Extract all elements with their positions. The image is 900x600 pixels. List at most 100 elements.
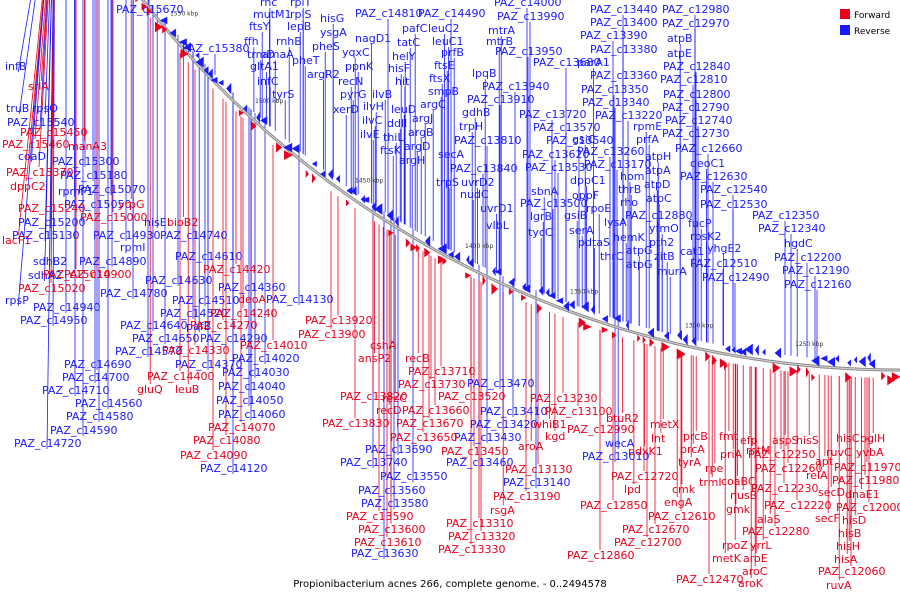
gene-label[interactable]: PAZ_c12610 xyxy=(648,510,716,523)
gene-label[interactable]: PAZ_c13820 xyxy=(340,390,408,403)
gene-label[interactable]: ruvC xyxy=(826,446,852,459)
gene-label[interactable]: argB xyxy=(408,126,434,139)
gene-label[interactable]: recD xyxy=(376,404,402,417)
gene-label[interactable]: rpmF1 xyxy=(58,185,94,198)
gene-label[interactable]: PAZ_c15460 xyxy=(2,138,70,151)
gene-label[interactable]: serA xyxy=(569,224,594,237)
gene-label[interactable]: argH xyxy=(399,154,425,167)
gene-label[interactable]: bglH xyxy=(860,432,885,445)
gene-label[interactable]: mutM1 xyxy=(253,8,292,21)
gene-label[interactable]: yfmO xyxy=(649,222,679,235)
gene-label[interactable]: PAZ_c13600 xyxy=(358,523,426,536)
gene-label[interactable]: PAZ_c13100 xyxy=(545,405,613,418)
gene-label[interactable]: trmI xyxy=(699,476,722,489)
gene-label[interactable]: recC xyxy=(382,392,407,405)
gene-label[interactable]: PAZ_c13940 xyxy=(482,80,550,93)
gene-label[interactable]: trmD xyxy=(247,48,275,61)
gene-label[interactable]: lacF1 xyxy=(2,234,31,247)
gene-label[interactable]: prcA xyxy=(680,443,705,456)
gene-label[interactable]: deoC1 xyxy=(690,157,725,170)
gene-label[interactable]: uvrD1 xyxy=(480,202,513,215)
gene-label[interactable]: PAZ_c12060 xyxy=(818,565,886,578)
gene-label[interactable]: PAZ_c13620 xyxy=(522,148,590,161)
gene-label[interactable]: lysA xyxy=(604,216,627,229)
gene-label[interactable]: argR2 xyxy=(307,68,340,81)
gene-label[interactable]: zitB xyxy=(654,250,675,263)
gene-label[interactable]: PAZ_c12660 xyxy=(675,142,743,155)
gene-label[interactable]: smpB xyxy=(428,85,459,98)
gene-label[interactable]: pyrG xyxy=(340,88,367,101)
gene-label[interactable]: mtrA xyxy=(488,24,516,37)
gene-label[interactable]: PAZ_c15020 xyxy=(18,282,86,295)
gene-label[interactable]: PAZ_c14060 xyxy=(218,408,286,421)
gene-label[interactable]: PAZ_c14940 xyxy=(33,301,101,314)
gene-label[interactable]: PAZ_c14780 xyxy=(100,287,168,300)
gene-label[interactable]: PAZ_c14130 xyxy=(266,293,334,306)
gene-label[interactable]: pafB xyxy=(186,320,211,333)
gene-label[interactable]: PAZ_c13530 xyxy=(525,161,593,174)
gene-label[interactable]: gluQ xyxy=(137,383,163,396)
gene-label[interactable]: PAZ_c13220 xyxy=(595,109,663,122)
gene-label[interactable]: PAZ_c13740 xyxy=(340,456,408,469)
gene-label[interactable]: helY xyxy=(392,50,416,63)
gene-label[interactable]: PAZ_c14070 xyxy=(208,421,276,434)
gene-label[interactable]: yqxC xyxy=(342,46,370,59)
gene-label[interactable]: PAZ_c12350 xyxy=(752,209,820,222)
gene-label[interactable]: PAZ_c13260 xyxy=(577,145,645,158)
gene-label[interactable]: prfA xyxy=(636,133,659,146)
gene-label[interactable]: PAZ_c14560 xyxy=(75,397,143,410)
gene-label[interactable]: PAZ_c14700 xyxy=(62,371,130,384)
gene-label[interactable]: PAZ_c13670 xyxy=(396,417,464,430)
gene-label[interactable]: btuR2 xyxy=(606,412,639,425)
gene-label[interactable]: sdhB2 xyxy=(33,255,67,268)
gene-label[interactable]: PAZ_c14240 xyxy=(210,307,278,320)
gene-label[interactable]: recN xyxy=(338,75,363,88)
gene-label[interactable]: rpsP xyxy=(5,294,29,307)
gene-label[interactable]: atpG xyxy=(626,244,653,257)
gene-label[interactable]: metX xyxy=(650,418,680,431)
gene-label[interactable]: alaS xyxy=(757,513,781,526)
gene-label[interactable]: atpA xyxy=(645,164,671,177)
gene-label[interactable]: PAZ_c14510 xyxy=(172,294,240,307)
gene-label[interactable]: rbsK2 xyxy=(690,230,721,243)
gene-label[interactable]: PAZ_c13360 xyxy=(590,69,658,82)
gene-label[interactable]: coaBC xyxy=(721,475,756,488)
gene-label[interactable]: apt xyxy=(815,455,834,468)
gene-label[interactable]: PAZ_c14030 xyxy=(222,366,290,379)
gene-label[interactable]: dppC2 xyxy=(10,180,46,193)
gene-label[interactable]: PAZ_c12530 xyxy=(700,198,768,211)
gene-label[interactable]: thiL xyxy=(383,131,404,144)
gene-label[interactable]: hemK xyxy=(613,231,645,244)
gene-label[interactable]: pheT xyxy=(292,54,320,67)
gene-label[interactable]: pafC xyxy=(402,22,428,35)
gene-label[interactable]: PAZ_c12490 xyxy=(702,271,770,284)
gene-label[interactable]: PAZ_c14080 xyxy=(193,434,261,447)
gene-label[interactable]: PAZ_c14590 xyxy=(50,424,118,437)
gene-label[interactable]: PAZ_c12230 xyxy=(751,482,819,495)
gene-label[interactable]: prcB xyxy=(683,430,708,443)
gene-label[interactable]: PAZ_c15010 xyxy=(43,268,111,281)
gene-label[interactable]: PAZ_c14360 xyxy=(218,281,286,294)
gene-label[interactable]: PAZ_c14610 xyxy=(175,250,243,263)
gene-label[interactable]: parA1 xyxy=(577,56,610,69)
gene-label[interactable]: PAZ_c12990 xyxy=(567,423,635,436)
gene-label[interactable]: pdxK1 xyxy=(628,445,663,458)
gene-label[interactable]: PAZ_c14650 xyxy=(132,332,200,345)
gene-label[interactable]: rnhB xyxy=(276,35,302,48)
gene-label[interactable]: oppF xyxy=(572,189,599,202)
gene-label[interactable]: rnc xyxy=(260,0,277,9)
gene-label[interactable]: rpoE xyxy=(586,202,611,215)
gene-label[interactable]: PAZ_c12790 xyxy=(662,101,730,114)
gene-label[interactable]: PAZ_c13500 xyxy=(520,197,588,210)
gene-label[interactable]: lgrB xyxy=(530,210,552,223)
gene-label[interactable]: atpG xyxy=(626,258,653,271)
gene-label[interactable]: PAZ_c12700 xyxy=(614,536,682,549)
gene-label[interactable]: recB xyxy=(405,352,430,365)
gene-label[interactable]: PAZ_c15670 xyxy=(116,3,184,16)
gene-label[interactable]: coaD xyxy=(18,150,46,163)
gene-label[interactable]: leuC1 xyxy=(432,35,463,48)
gene-label[interactable]: PAZ_c14810 xyxy=(355,7,423,20)
gene-label[interactable]: PAZ_c15000 xyxy=(80,211,148,224)
gene-label[interactable]: hisE xyxy=(144,216,167,229)
gene-label[interactable]: PAZ_c12840 xyxy=(663,60,731,73)
